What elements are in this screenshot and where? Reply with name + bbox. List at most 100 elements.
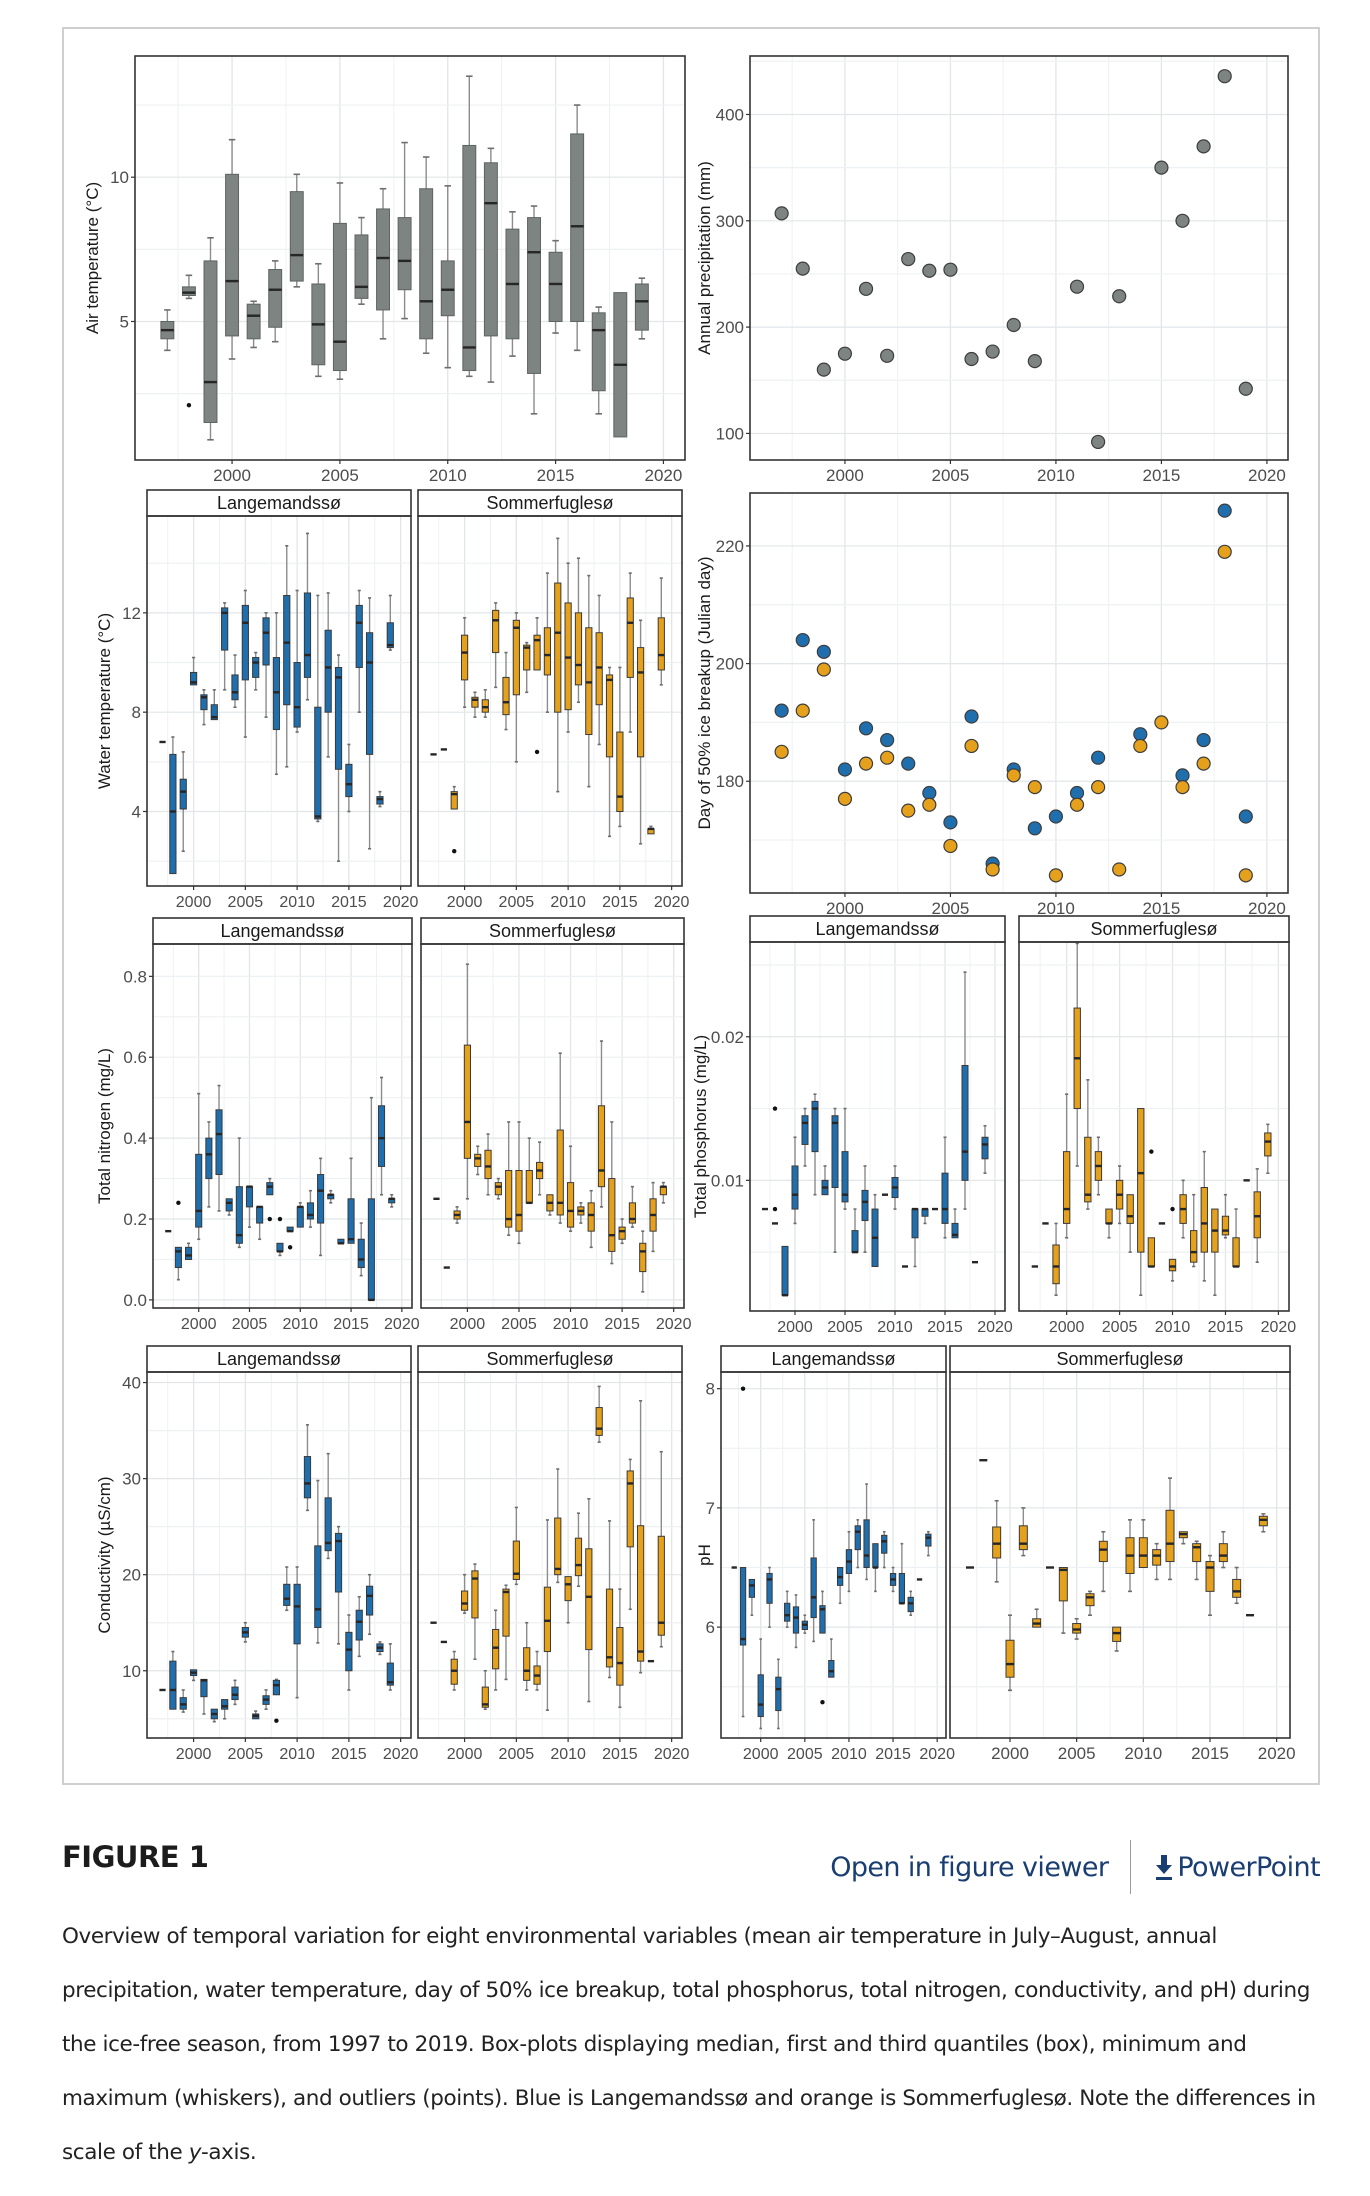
box-2008 — [272, 1678, 281, 1723]
box-1998 — [739, 1386, 747, 1718]
data-point — [1069, 279, 1085, 294]
box-2016 — [951, 1208, 959, 1239]
box-2016 — [570, 104, 585, 352]
plot-background — [750, 56, 1288, 460]
facet-strip-label: Sommerfuglesø — [486, 493, 613, 513]
x-tick-label: 2000 — [181, 1316, 217, 1333]
box-2013 — [595, 594, 603, 746]
box-iqr — [481, 1686, 489, 1708]
outlier-point — [772, 1106, 778, 1111]
box-2006 — [252, 651, 260, 691]
box-1999 — [179, 751, 187, 853]
box-iqr — [811, 1100, 819, 1153]
box-iqr — [564, 602, 572, 711]
box-2003 — [821, 1165, 829, 1196]
box-2000 — [463, 963, 472, 1200]
box-iqr — [203, 260, 218, 423]
data-point — [1006, 768, 1021, 783]
box-2000 — [791, 1136, 799, 1225]
chart-annual-precipitation: 2000 2005 2010 2015 2020 100 200 300 400 Annual p… — [695, 55, 1289, 485]
box-iqr — [235, 1186, 243, 1244]
box-iqr — [1058, 1567, 1068, 1602]
box-iqr — [377, 1105, 386, 1167]
panel-total-phosphorus-2: Sommerfuglesø 2000 2005 2010 2015 2020 — [1018, 915, 1296, 1336]
chart-total-phosphorus: Langemandssø 2000 2005 2010 2015 2020 0.01 0.02… — [691, 915, 1296, 1336]
open-figure-viewer-link[interactable]: Open in figure viewer — [830, 1851, 1109, 1883]
box-2012 — [587, 1189, 595, 1249]
box-iqr — [566, 1182, 575, 1228]
data-point — [774, 703, 789, 718]
box-2014 — [608, 1121, 616, 1265]
y-tick-label: 0.2 — [123, 1210, 147, 1229]
box-2010 — [566, 1145, 575, 1232]
y-axis-title: Annual precipitation (mm) — [695, 161, 714, 355]
x-tick-label: 2015 — [1208, 1319, 1244, 1336]
data-point — [964, 709, 979, 724]
box-iqr — [303, 592, 312, 678]
box-iqr — [775, 1676, 782, 1712]
box-iqr — [881, 1534, 888, 1554]
box-2008 — [828, 1638, 835, 1678]
box-iqr — [241, 604, 249, 681]
x-tick-label: 2000 — [991, 1744, 1029, 1763]
outlier-point — [176, 1200, 181, 1206]
facet-strip-label: Sommerfuglesø — [486, 1349, 613, 1369]
box-iqr — [608, 1178, 616, 1252]
box-2002 — [775, 1658, 782, 1730]
x-tick-label: 2000 — [213, 466, 251, 485]
data-point — [1027, 821, 1042, 836]
box-2008 — [1147, 1149, 1156, 1268]
data-point — [1048, 868, 1064, 883]
box-2008 — [272, 612, 281, 776]
box-2007 — [1137, 1108, 1145, 1297]
box-2001 — [1073, 942, 1081, 1167]
box-iqr — [587, 1202, 595, 1232]
box-iqr — [345, 1631, 353, 1672]
panel-ph-1: Langemandssø 2000 2005 2010 2015 2020 6 7 8 — [706, 1345, 955, 1763]
box-2015 — [889, 1566, 897, 1593]
box-iqr — [471, 1570, 479, 1619]
outlier-point — [287, 1245, 293, 1250]
y-tick-label: 40 — [122, 1374, 141, 1393]
box-2011 — [574, 1512, 583, 1588]
x-tick-label: 2005 — [321, 466, 359, 485]
facet-strip-label: Langemandssø — [771, 1349, 895, 1369]
box-2003 — [221, 1699, 229, 1720]
box-iqr — [225, 1198, 233, 1212]
x-tick-label: 2000 — [176, 894, 212, 911]
box-iqr — [739, 1567, 747, 1646]
outlier-point — [452, 849, 457, 854]
box-2005 — [1115, 1165, 1124, 1225]
box-2015 — [548, 239, 563, 334]
box-2018 — [1253, 1168, 1261, 1263]
y-tick-label: 6 — [706, 1618, 715, 1637]
box-iqr — [1105, 1208, 1113, 1224]
box-iqr — [345, 763, 353, 798]
box-2010 — [564, 562, 572, 733]
box-iqr — [225, 173, 240, 337]
box-iqr — [293, 1583, 301, 1645]
powerpoint-label: PowerPoint — [1177, 1851, 1320, 1883]
powerpoint-download-link[interactable]: PowerPoint — [1153, 1851, 1321, 1883]
box-2014 — [337, 1238, 345, 1245]
box-2004 — [502, 1584, 510, 1681]
chart-conductivity: Langemandssø 2000 2005 2010 2015 2020 10 20 30 40… — [95, 1345, 690, 1763]
box-2001 — [801, 1107, 809, 1167]
box-iqr — [616, 1627, 624, 1686]
box-iqr — [296, 1206, 304, 1228]
box-iqr — [505, 1169, 513, 1228]
box-2019 — [657, 577, 665, 686]
x-tick-label: 2005 — [232, 1316, 268, 1333]
outlier-point — [186, 402, 192, 408]
box-2019 — [388, 1193, 396, 1208]
box-iqr — [863, 1519, 870, 1569]
y-tick-label: 0.8 — [123, 967, 147, 986]
box-iqr — [367, 1198, 375, 1301]
box-2001 — [200, 689, 208, 726]
box-2019 — [657, 1450, 665, 1648]
box-iqr — [512, 1540, 520, 1580]
box-2001 — [205, 1121, 213, 1208]
box-iqr — [195, 1153, 203, 1228]
box-2013 — [872, 1543, 879, 1593]
